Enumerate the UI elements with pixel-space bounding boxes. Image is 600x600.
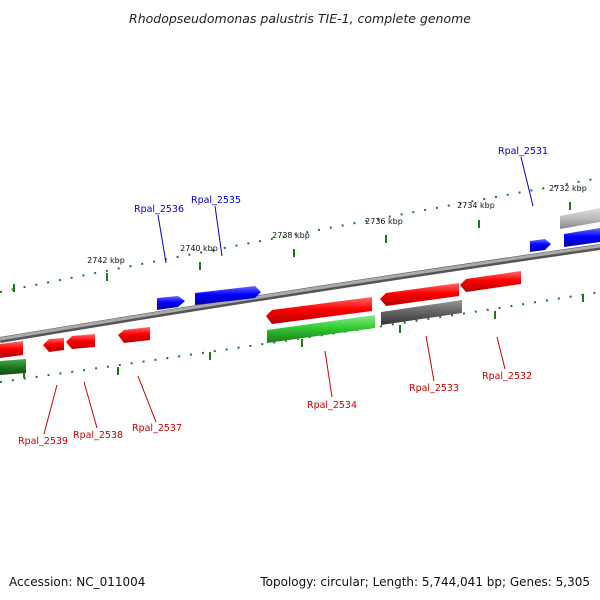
accession-text: Accession: NC_011004 — [9, 575, 145, 589]
scale-label: 2738 kbp — [272, 231, 310, 240]
gene-label-rpal-2534[interactable]: Rpal_2534 — [307, 400, 357, 411]
scale-label: 2734 kbp — [457, 201, 495, 210]
gene-arrow-rpal-2533-companion[interactable] — [381, 300, 462, 325]
scale-label: 2742 kbp — [87, 256, 125, 265]
genome-summary-text: Topology: circular; Length: 5,744,041 bp… — [259, 575, 590, 589]
gene-arrow-rpal-2538[interactable] — [66, 334, 95, 349]
gene-label-rpal-2535[interactable]: Rpal_2535 — [191, 195, 241, 206]
gene-arrow-rpal-2539[interactable] — [43, 338, 64, 352]
gene-label-rpal-2531[interactable]: Rpal_2531 — [498, 146, 548, 157]
gene-label-rpal-2538[interactable]: Rpal_2538 — [73, 430, 123, 441]
inner-scale-ruler — [0, 291, 600, 383]
gene-arrow-rpal-2532[interactable] — [460, 271, 521, 292]
scale-label: 2740 kbp — [180, 244, 218, 253]
gene-label-rpal-2533[interactable]: Rpal_2533 — [409, 383, 459, 394]
reverse-genes — [0, 271, 521, 375]
gene-arrow-rpal-2534-companion[interactable] — [267, 315, 375, 343]
gene-arrow-rpal-2537[interactable] — [118, 327, 150, 343]
label-leaders — [43, 156, 534, 435]
gene-label-rpal-2532[interactable]: Rpal_2532 — [482, 371, 532, 382]
gene-arrow-dark-green[interactable] — [0, 359, 26, 375]
gene-arrow-rpal-2536[interactable] — [157, 296, 185, 310]
outer-scale-ruler — [0, 177, 600, 293]
scale-label: 2736 kbp — [365, 217, 403, 226]
gene-arrow-unlabeled-grey[interactable] — [560, 208, 600, 229]
gene-arrow-rpal-2535[interactable] — [195, 286, 261, 305]
gene-label-rpal-2536[interactable]: Rpal_2536 — [134, 204, 184, 215]
genome-backbone — [0, 244, 600, 343]
gene-arrow-rpal-2531[interactable] — [530, 239, 551, 252]
scale-label: 2732 kbp — [549, 184, 587, 193]
gene-arrow-rpal-2530[interactable] — [564, 228, 600, 247]
forward-genes — [157, 208, 600, 310]
gene-label-rpal-2537[interactable]: Rpal_2537 — [132, 423, 182, 434]
gene-label-rpal-2539[interactable]: Rpal_2539 — [18, 436, 68, 447]
gene-arrow-rpal-2534[interactable] — [266, 297, 372, 324]
gene-arrow-rpal-2533[interactable] — [380, 283, 459, 306]
map-title: Rhodopseudomonas palustris TIE-1, comple… — [129, 11, 471, 26]
gene-arrow-rpal-2540[interactable] — [0, 341, 23, 358]
